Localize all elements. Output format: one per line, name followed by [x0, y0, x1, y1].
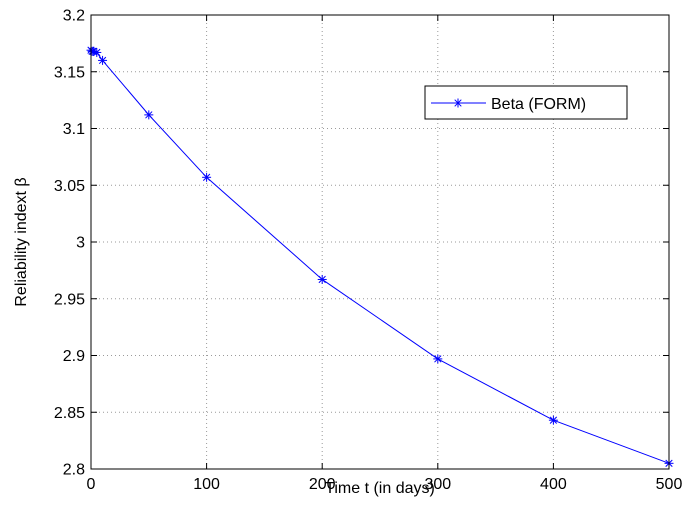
series-beta-form [86, 45, 674, 468]
x-tick-label: 400 [540, 476, 567, 493]
x-tick-label: 200 [309, 476, 336, 493]
axis-ticks: 0 100 200 300 400 500 2.8 2.85 2.9 2.95 3 3.05 3.1 3.… [54, 8, 683, 494]
x-tick-label: 100 [193, 476, 220, 493]
data-point-marker [317, 274, 327, 284]
legend-marker-star [453, 98, 463, 108]
x-tick-label: 300 [424, 476, 451, 493]
legend-label-beta-form: Beta (FORM) [491, 96, 586, 113]
data-point-marker [92, 47, 102, 57]
y-tick-label: 3.05 [54, 178, 85, 195]
x-tick-label: 500 [656, 476, 683, 493]
x-tick-label: 0 [87, 476, 96, 493]
data-point-marker [98, 55, 108, 65]
data-point-marker [548, 415, 558, 425]
y-tick-label: 3.2 [63, 8, 85, 25]
y-tick-label: 2.95 [54, 291, 85, 308]
data-point-marker [433, 354, 443, 364]
y-tick-label: 2.85 [54, 405, 85, 422]
data-point-marker [144, 110, 154, 120]
y-tick-label: 3 [76, 235, 85, 252]
legend: Beta (FORM) [424, 85, 628, 120]
y-tick-label: 3.15 [54, 64, 85, 81]
data-point-marker [202, 172, 212, 182]
y-tick-label: 3.1 [63, 121, 85, 138]
y-tick-label: 2.9 [63, 348, 85, 365]
x-axis-label: Time t (in days) [325, 480, 435, 497]
grid [91, 15, 669, 469]
y-axis-label: Reliability indext β [13, 177, 30, 306]
legend-marker [453, 98, 463, 108]
y-tick-label: 2.8 [63, 462, 85, 479]
